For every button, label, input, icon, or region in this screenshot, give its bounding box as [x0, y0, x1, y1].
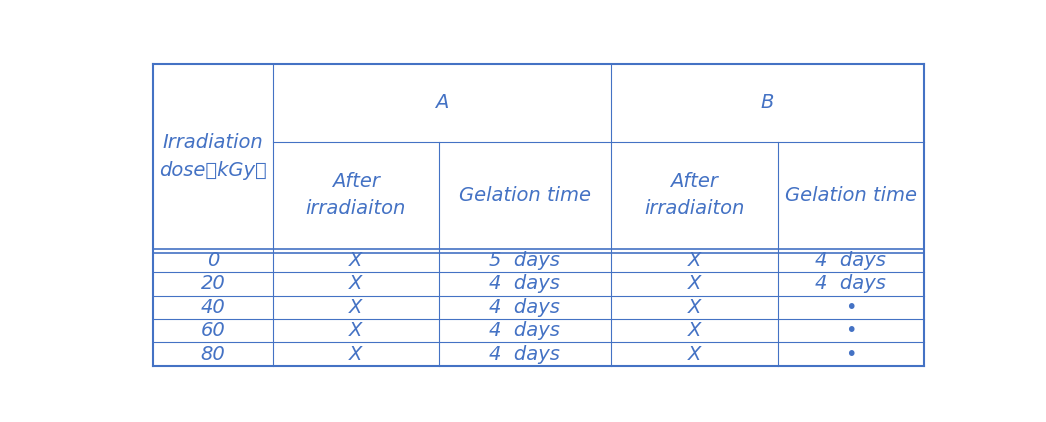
- Text: A: A: [435, 93, 449, 112]
- Text: •: •: [845, 345, 857, 364]
- Text: Gelation time: Gelation time: [784, 186, 916, 205]
- Text: 4  days: 4 days: [490, 345, 561, 364]
- Text: 4  days: 4 days: [490, 274, 561, 293]
- Text: X: X: [349, 345, 362, 364]
- Text: After
irradiaiton: After irradiaiton: [305, 173, 406, 218]
- Text: 4  days: 4 days: [815, 274, 886, 293]
- Text: X: X: [687, 298, 701, 317]
- Text: B: B: [760, 93, 774, 112]
- Text: 80: 80: [201, 345, 225, 364]
- Text: •: •: [845, 321, 857, 340]
- Text: X: X: [687, 345, 701, 364]
- Text: 20: 20: [201, 274, 225, 293]
- Text: •: •: [845, 298, 857, 317]
- Text: X: X: [349, 251, 362, 270]
- Text: X: X: [687, 321, 701, 340]
- Text: 0: 0: [207, 251, 220, 270]
- Text: 4  days: 4 days: [490, 298, 561, 317]
- Text: 60: 60: [201, 321, 225, 340]
- Text: X: X: [687, 274, 701, 293]
- Text: 5  days: 5 days: [490, 251, 561, 270]
- Text: X: X: [349, 321, 362, 340]
- Text: 40: 40: [201, 298, 225, 317]
- Text: X: X: [687, 251, 701, 270]
- Text: 4  days: 4 days: [490, 321, 561, 340]
- Text: Gelation time: Gelation time: [459, 186, 591, 205]
- Text: Irradiation
dose（kGy）: Irradiation dose（kGy）: [159, 133, 267, 180]
- Text: X: X: [349, 298, 362, 317]
- Text: 4  days: 4 days: [815, 251, 886, 270]
- Text: X: X: [349, 274, 362, 293]
- Text: After
irradiaiton: After irradiaiton: [644, 173, 745, 218]
